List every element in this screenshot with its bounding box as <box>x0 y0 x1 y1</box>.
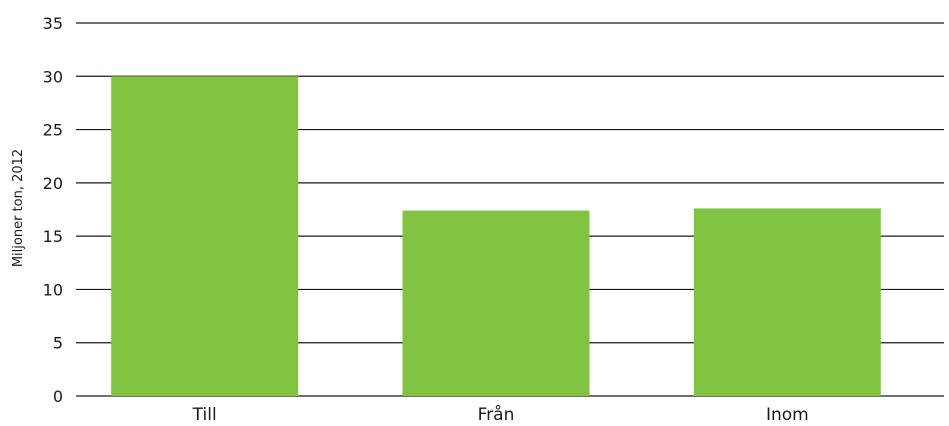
bar-från <box>402 210 590 396</box>
y-tick-label: 20 <box>43 174 63 193</box>
y-tick-label: 15 <box>43 227 63 246</box>
bar-till <box>111 76 299 397</box>
category-label: Från <box>478 404 515 425</box>
bars <box>111 76 881 397</box>
y-tick-label: 35 <box>43 14 63 33</box>
y-tick-labels: 0 5 10 15 20 25 30 35 <box>43 14 63 406</box>
category-label: Till <box>192 405 217 425</box>
y-tick-label: 5 <box>53 334 63 353</box>
y-tick-label: 25 <box>43 121 63 140</box>
y-tick-label: 10 <box>43 280 63 299</box>
bar-inom <box>693 208 881 396</box>
y-axis-title: Miljoner ton, 2012 <box>11 149 26 267</box>
y-tick-label: 30 <box>43 67 63 86</box>
y-tick-label: 0 <box>53 387 63 406</box>
category-label: Inom <box>766 405 809 425</box>
category-labels: Till Från Inom <box>192 404 809 425</box>
